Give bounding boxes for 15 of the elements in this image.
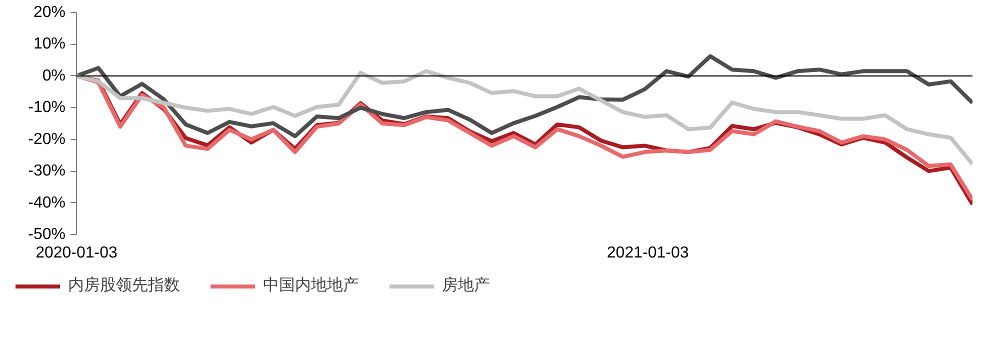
legend-label: 中国内地地产 [263,276,359,296]
y-tick-label: -10% [28,99,66,116]
y-tick-label: -50% [28,226,66,243]
y-tick-label: 0% [42,67,66,84]
x-tick-label: 2020-01-03 [36,244,118,262]
y-tick-label: 10% [33,36,66,53]
line-series [76,54,972,138]
y-tick-label: 20% [33,4,66,21]
y-tick-label: -20% [28,130,66,148]
line-series [76,69,972,166]
legend-label: 房地产 [442,276,490,296]
y-tick-label: -30% [28,162,66,180]
x-tick-label: 2021-01-03 [606,244,689,262]
legend-label: 内房股领先指数 [68,276,180,296]
y-tick-label: -40% [28,194,66,212]
